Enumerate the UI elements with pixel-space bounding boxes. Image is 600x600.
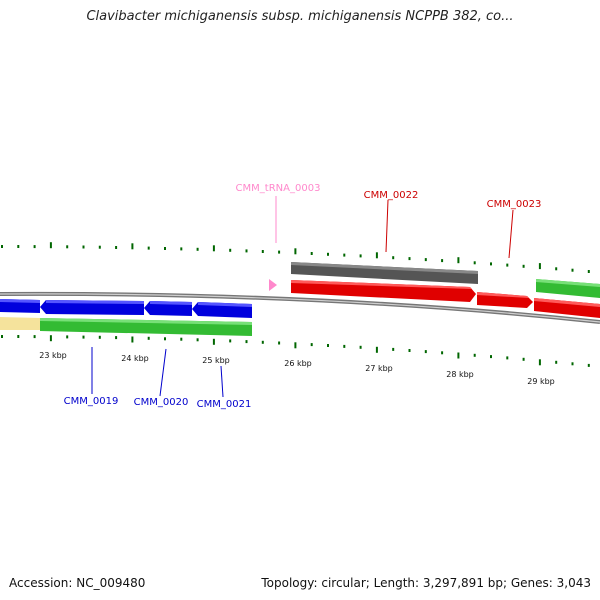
gene-label-cmm-0021[interactable]: CMM_0021	[197, 399, 252, 410]
pseudo-gene-cmm-0022[interactable]	[291, 262, 478, 284]
trna-marker[interactable]	[269, 279, 277, 291]
scale-label-27kbp: 27 kbp	[365, 364, 393, 373]
gc-skew-segment-left	[40, 318, 252, 336]
scale-label-24kbp: 24 kbp	[121, 354, 149, 363]
scale-label-26kbp: 26 kbp	[284, 359, 312, 368]
topology-summary-text: Topology: circular; Length: 3,297,891 bp…	[261, 576, 591, 590]
forward-gene-right[interactable]	[534, 298, 600, 318]
reverse-gene-cmm-0019[interactable]	[40, 300, 144, 315]
reverse-gene-cmm-0021[interactable]	[192, 302, 252, 318]
lower-tick-row	[1, 335, 590, 367]
reverse-gene-left[interactable]	[0, 299, 40, 313]
gc-skew-segment-right	[536, 279, 600, 298]
gene-label-cmm-0020[interactable]: CMM_0020	[134, 397, 189, 408]
accession-text: Accession: NC_009480	[9, 576, 146, 590]
scale-label-28kbp: 28 kbp	[446, 370, 474, 379]
backbone-line-inner	[0, 293, 600, 323]
forward-gene-cmm-0023[interactable]	[477, 292, 533, 308]
map-title: Clavibacter michiganensis subsp. michiga…	[86, 9, 514, 24]
gene-label-cmm-0022[interactable]: CMM_0022	[364, 190, 419, 201]
leader-line-cmm-0021	[220, 365, 224, 398]
scale-label-29kbp: 29 kbp	[527, 377, 555, 386]
upper-tick-row	[1, 242, 590, 273]
leader-line-cmm-0020	[159, 348, 167, 397]
gc-content-segment	[0, 317, 40, 330]
gene-label-cmm-0019[interactable]: CMM_0019	[64, 396, 119, 407]
gene-label-cmm-0023[interactable]: CMM_0023	[487, 199, 542, 210]
scale-label-23kbp: 23 kbp	[39, 351, 67, 360]
forward-gene-cmm-0022[interactable]	[291, 280, 476, 302]
leader-line-cmm-0022	[385, 199, 389, 253]
reverse-gene-cmm-0020[interactable]	[144, 301, 192, 316]
gene-label-trna[interactable]: CMM_tRNA_0003	[236, 183, 321, 194]
scale-label-25kbp: 25 kbp	[202, 356, 230, 365]
leader-line-cmm-0023	[508, 209, 514, 259]
